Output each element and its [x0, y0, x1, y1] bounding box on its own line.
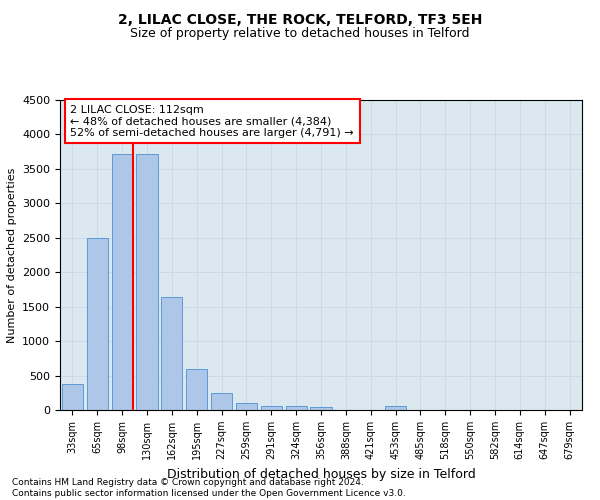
Bar	[136, 154, 158, 410]
Bar	[286, 406, 307, 410]
Text: 2 LILAC CLOSE: 112sqm
← 48% of detached houses are smaller (4,384)
52% of semi-d: 2 LILAC CLOSE: 112sqm ← 48% of detached …	[70, 104, 354, 138]
Bar	[310, 406, 332, 410]
Bar	[161, 297, 182, 410]
Bar	[186, 368, 207, 410]
Y-axis label: Number of detached properties: Number of detached properties	[7, 168, 17, 342]
Text: 2, LILAC CLOSE, THE ROCK, TELFORD, TF3 5EH: 2, LILAC CLOSE, THE ROCK, TELFORD, TF3 5…	[118, 12, 482, 26]
X-axis label: Distribution of detached houses by size in Telford: Distribution of detached houses by size …	[167, 468, 475, 480]
Bar	[385, 406, 406, 410]
Bar	[211, 393, 232, 410]
Bar	[62, 384, 83, 410]
Bar	[261, 406, 282, 410]
Bar	[112, 154, 133, 410]
Bar	[236, 403, 257, 410]
Text: Size of property relative to detached houses in Telford: Size of property relative to detached ho…	[130, 28, 470, 40]
Text: Contains HM Land Registry data © Crown copyright and database right 2024.
Contai: Contains HM Land Registry data © Crown c…	[12, 478, 406, 498]
Bar	[87, 238, 108, 410]
